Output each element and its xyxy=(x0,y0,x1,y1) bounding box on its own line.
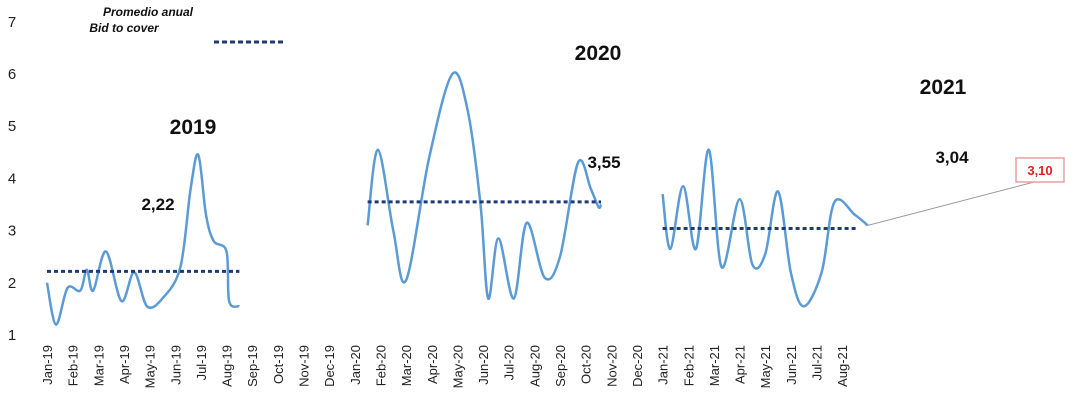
x-tick-label: May-19 xyxy=(143,345,158,388)
legend-line-2: Bid to cover xyxy=(89,21,160,35)
x-tick-label: Apr-21 xyxy=(733,345,748,384)
x-tick-label: Dec-20 xyxy=(630,345,645,387)
average-value-label-2020: 3,55 xyxy=(587,153,620,172)
callout-leader-line xyxy=(867,179,1043,226)
callout-label: 3,10 xyxy=(1027,163,1052,178)
x-tick-label: Feb-19 xyxy=(66,345,81,386)
y-tick-label: 2 xyxy=(8,275,16,292)
series-line-1 xyxy=(45,153,240,326)
x-tick-label: Feb-21 xyxy=(681,345,696,386)
y-tick-label: 1 xyxy=(8,327,16,344)
x-tick-label: Aug-20 xyxy=(527,345,542,387)
series-line-3 xyxy=(661,148,869,308)
year-and-average-labels: 2019 2,22 2020 3,55 2021 3,04 xyxy=(141,42,969,214)
x-axis-ticks: Jan-19 Feb-19 Mar-19 Apr-19 May-19 Jun-19 Jul-… xyxy=(40,345,850,388)
y-axis-ticks: 1 2 3 4 5 6 7 xyxy=(8,14,16,344)
x-tick-label: Nov-19 xyxy=(297,345,312,387)
annual-average-lines xyxy=(47,200,858,273)
x-tick-label: Mar-21 xyxy=(707,345,722,386)
year-label-2019: 2019 xyxy=(170,116,217,139)
x-tick-label: Feb-20 xyxy=(373,345,388,386)
x-tick-label: May-21 xyxy=(758,345,773,388)
average-value-label-2019: 2,22 xyxy=(141,195,174,214)
x-tick-label: Jun-19 xyxy=(168,345,183,385)
x-tick-label: Jun-20 xyxy=(476,345,491,385)
legend: Promedio anual Bid to cover xyxy=(89,5,284,44)
x-tick-label: Apr-20 xyxy=(425,345,440,384)
series-lines xyxy=(45,71,869,326)
x-tick-label: Jul-19 xyxy=(194,345,209,380)
x-tick-label: Jan-21 xyxy=(656,345,671,385)
y-tick-label: 3 xyxy=(8,223,16,240)
year-label-2020: 2020 xyxy=(575,42,622,65)
x-tick-label: Jan-20 xyxy=(348,345,363,385)
x-tick-label: Oct-19 xyxy=(271,345,286,384)
y-tick-label: 5 xyxy=(8,118,16,135)
x-tick-label: Aug-19 xyxy=(220,345,235,387)
y-tick-label: 6 xyxy=(8,66,16,83)
x-tick-label: Apr-19 xyxy=(117,345,132,384)
x-tick-label: Jan-19 xyxy=(40,345,55,385)
x-tick-label: Sep-20 xyxy=(553,345,568,387)
x-tick-label: Jul-21 xyxy=(810,345,825,380)
average-value-label-2021: 3,04 xyxy=(935,148,969,167)
x-tick-label: Jul-20 xyxy=(502,345,517,380)
x-tick-label: May-20 xyxy=(450,345,465,388)
y-tick-label: 4 xyxy=(8,170,16,187)
x-tick-label: Aug-21 xyxy=(835,345,850,387)
last-value-callout: 3,10 xyxy=(867,157,1065,226)
x-tick-label: Sep-19 xyxy=(245,345,260,387)
y-tick-label: 7 xyxy=(8,14,16,31)
x-tick-label: Dec-19 xyxy=(322,345,337,387)
series-line-2 xyxy=(366,71,603,300)
year-label-2021: 2021 xyxy=(920,76,967,99)
x-tick-label: Jun-21 xyxy=(784,345,799,385)
x-tick-label: Nov-20 xyxy=(604,345,619,387)
legend-line-1: Promedio anual xyxy=(103,5,194,19)
callout-box xyxy=(1015,157,1065,183)
x-tick-label: Oct-20 xyxy=(579,345,594,384)
x-tick-label: Mar-19 xyxy=(91,345,106,386)
x-tick-label: Mar-20 xyxy=(399,345,414,386)
